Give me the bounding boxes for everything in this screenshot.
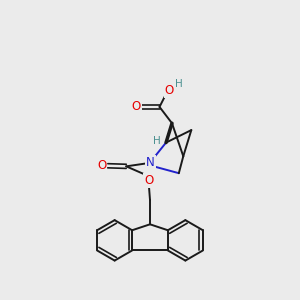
Text: O: O [165, 84, 174, 97]
Text: N: N [146, 156, 155, 169]
Text: H: H [175, 79, 182, 89]
Text: O: O [132, 100, 141, 113]
Text: O: O [97, 159, 106, 172]
Text: H: H [153, 136, 160, 146]
Text: O: O [144, 174, 153, 187]
